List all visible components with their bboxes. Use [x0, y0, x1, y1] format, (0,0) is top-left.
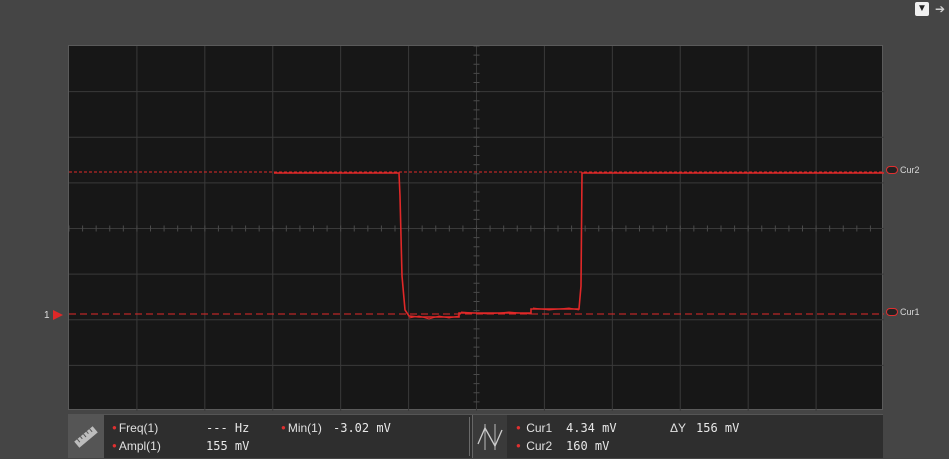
cursor-tag-cur2[interactable]: Cur2 — [886, 165, 920, 175]
cur2-value: 160 mV — [566, 439, 610, 453]
ampl-value: 155 mV — [206, 439, 250, 453]
min-value: -3.02 mV — [333, 421, 391, 435]
channel-label: 1 — [44, 309, 50, 321]
cursor-pill-icon — [886, 308, 898, 316]
channel-arrow-icon — [52, 310, 63, 320]
cursor-tag-cur1[interactable]: Cur1 — [886, 307, 920, 317]
grid — [69, 46, 884, 411]
channel-1-marker[interactable]: 1 — [44, 309, 64, 321]
cursor-pill-icon — [886, 166, 898, 174]
waveform-canvas — [69, 46, 884, 411]
delta-y-label: ΔY — [670, 421, 687, 435]
top-toolbar: ▼ ➔ — [915, 2, 947, 16]
freq-value: --- Hz — [206, 421, 250, 435]
cursor-tag-label: Cur2 — [900, 165, 920, 175]
ruler-icon — [74, 425, 98, 448]
freq-label: ● Freq(1) — [112, 421, 159, 435]
cur1-value: 4.34 mV — [566, 421, 617, 435]
measurement-bar: ● Freq(1) --- Hz ● Ampl(1) 155 mV ● Min(1) … — [68, 414, 883, 458]
oscilloscope-screen[interactable] — [68, 45, 884, 411]
cursor-button[interactable] — [472, 415, 507, 458]
pin-icon[interactable]: ▼ — [915, 2, 929, 16]
separator — [469, 417, 470, 456]
cur2-label: ● Cur2 — [516, 439, 553, 453]
cursor-wave-icon — [477, 423, 503, 450]
waveform-trace — [274, 172, 884, 318]
cur1-label: ● Cur1 — [516, 421, 553, 435]
measure-button[interactable] — [68, 415, 104, 458]
waveform-noise — [408, 307, 580, 320]
cursor-tag-label: Cur1 — [900, 307, 920, 317]
arrow-right-icon[interactable]: ➔ — [934, 2, 946, 16]
delta-y-value: 156 mV — [696, 421, 740, 435]
ampl-label: ● Ampl(1) — [112, 439, 161, 453]
min-label: ● Min(1) — [281, 421, 322, 435]
